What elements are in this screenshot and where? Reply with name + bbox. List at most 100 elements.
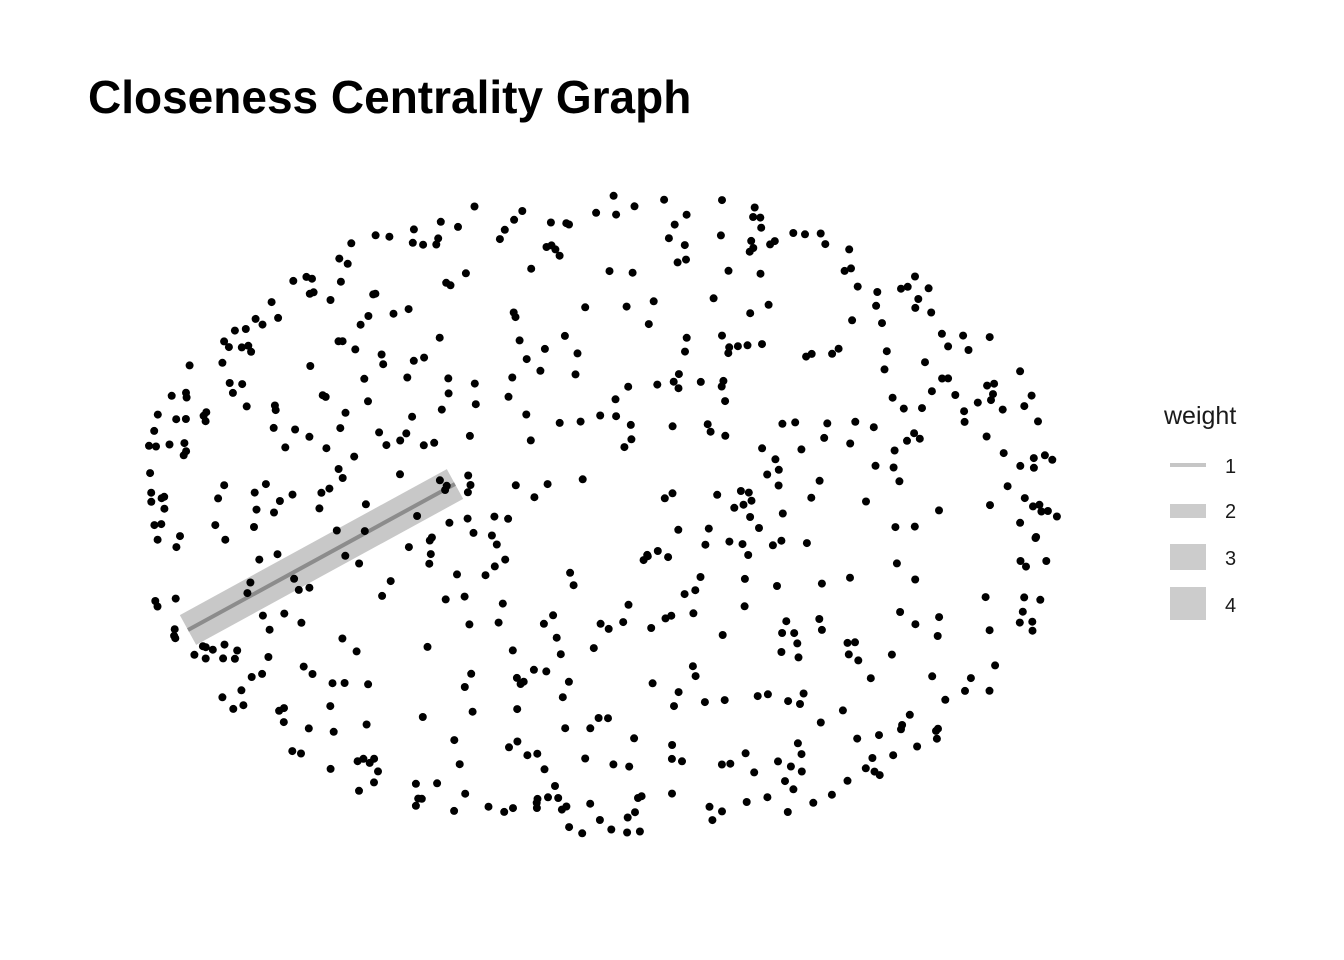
node — [899, 404, 908, 413]
node — [498, 599, 507, 608]
node — [513, 705, 522, 714]
node — [529, 665, 538, 674]
node — [160, 504, 169, 513]
node — [555, 251, 564, 260]
node — [631, 808, 639, 817]
node — [362, 720, 371, 729]
node — [757, 223, 766, 232]
node — [639, 556, 648, 565]
node — [718, 807, 726, 816]
node — [696, 573, 705, 581]
node — [1032, 533, 1041, 541]
node — [435, 476, 444, 485]
node — [565, 823, 574, 832]
node — [982, 432, 991, 441]
node — [668, 489, 677, 498]
node — [420, 353, 429, 362]
node — [999, 449, 1008, 458]
node — [338, 634, 347, 643]
node — [660, 494, 669, 503]
node — [815, 476, 824, 485]
node — [747, 496, 756, 505]
node — [670, 702, 678, 711]
node — [533, 749, 542, 758]
node — [147, 497, 156, 506]
node — [716, 231, 725, 240]
node — [551, 782, 559, 790]
node — [634, 794, 642, 802]
node — [152, 442, 160, 451]
node — [437, 405, 446, 414]
node — [681, 347, 689, 356]
node — [279, 718, 288, 727]
node — [329, 727, 338, 736]
node — [377, 350, 386, 359]
node — [167, 391, 176, 400]
node — [250, 488, 259, 497]
node — [605, 267, 614, 276]
node — [755, 524, 763, 532]
node — [983, 381, 992, 390]
node — [361, 500, 370, 509]
node — [743, 341, 752, 350]
node — [265, 625, 274, 634]
node — [763, 793, 772, 802]
legend-label-1: 1 — [1225, 456, 1236, 478]
node — [774, 465, 783, 474]
node — [556, 650, 565, 659]
node — [903, 436, 911, 445]
node — [1028, 617, 1037, 626]
node — [991, 661, 1000, 670]
edge-core — [187, 482, 456, 632]
node — [409, 356, 418, 365]
node — [562, 802, 571, 811]
node — [797, 767, 806, 776]
node — [869, 423, 878, 432]
node — [887, 650, 896, 659]
node — [229, 704, 238, 713]
node — [771, 455, 780, 464]
node — [547, 241, 556, 250]
node — [794, 653, 803, 662]
node — [382, 441, 391, 450]
node — [619, 618, 628, 627]
node — [280, 704, 288, 713]
legend-item-1: 1 — [1170, 456, 1236, 478]
node — [986, 501, 994, 510]
node — [612, 210, 621, 219]
node — [396, 470, 404, 479]
node — [746, 513, 755, 521]
node — [239, 701, 248, 710]
node — [648, 679, 657, 688]
node — [750, 203, 759, 212]
node — [386, 577, 395, 586]
node — [847, 264, 855, 273]
node — [536, 366, 545, 375]
legend-label-3: 3 — [1225, 548, 1236, 570]
node — [326, 764, 335, 773]
node — [522, 355, 531, 364]
node — [1029, 463, 1038, 472]
node — [576, 417, 585, 426]
node — [326, 702, 335, 711]
node — [273, 550, 282, 559]
node — [875, 731, 883, 740]
node — [668, 741, 677, 749]
node — [624, 600, 633, 609]
node — [816, 718, 825, 727]
node — [460, 592, 469, 601]
node — [649, 297, 658, 306]
node — [419, 441, 428, 450]
node — [561, 724, 570, 733]
node — [334, 337, 343, 346]
node — [201, 417, 210, 426]
node — [985, 686, 994, 695]
node — [241, 325, 250, 333]
node — [515, 336, 524, 345]
node — [770, 237, 779, 246]
node — [374, 767, 382, 776]
node — [544, 793, 552, 802]
node — [1027, 391, 1036, 400]
node — [1016, 518, 1025, 527]
node — [527, 264, 536, 273]
